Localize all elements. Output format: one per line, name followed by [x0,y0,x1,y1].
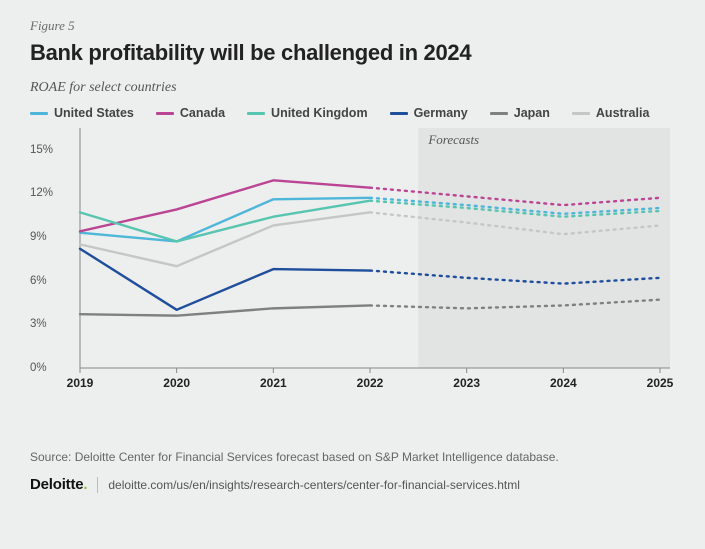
legend-label: Japan [514,106,550,120]
x-axis-tick: 2022 [357,376,384,390]
y-axis-tick: 12% [30,187,53,199]
legend-swatch [247,112,265,115]
legend-swatch [490,112,508,115]
y-axis-tick: 15% [30,144,53,156]
x-axis-tick: 2019 [67,376,94,390]
chart-subtitle: ROAE for select countries [30,80,675,96]
x-axis-tick: 2025 [647,376,674,390]
legend-label: Germany [414,106,468,120]
x-axis-tick: 2021 [260,376,287,390]
y-axis-tick: 3% [30,318,47,330]
x-axis-tick: 2020 [163,376,190,390]
legend-label: United States [54,106,134,120]
legend-swatch [390,112,408,115]
legend-swatch [572,112,590,115]
legend-item: United States [30,106,134,120]
legend-label: United Kingdom [271,106,368,120]
footer-url: deloitte.com/us/en/insights/research-cen… [108,478,520,492]
x-axis-tick: 2024 [550,376,577,390]
legend-item: Australia [572,106,650,120]
line-chart: Forecasts [70,128,670,376]
footer: Deloitte. deloitte.com/us/en/insights/re… [30,476,675,493]
y-axis-tick: 9% [30,231,47,243]
legend-item: Germany [390,106,468,120]
legend-swatch [156,112,174,115]
legend-label: Canada [180,106,225,120]
y-axis-tick: 0% [30,362,47,374]
figure-label: Figure 5 [30,18,675,34]
legend-item: Japan [490,106,550,120]
legend-label: Australia [596,106,650,120]
chart-area: Forecasts 0% 3% 6% 9% 12% 15% 2019 2020 2021 2022… [30,128,690,408]
x-axis-tick: 2023 [453,376,480,390]
brand-logo: Deloitte. [30,476,87,493]
y-axis-tick: 6% [30,275,47,287]
legend-item: United Kingdom [247,106,368,120]
source-text: Source: Deloitte Center for Financial Se… [30,450,675,464]
legend: United States Canada United Kingdom Germany… [30,106,675,120]
legend-item: Canada [156,106,225,120]
legend-swatch [30,112,48,115]
divider [97,477,98,493]
forecast-label: Forecasts [427,132,479,147]
chart-headline: Bank profitability will be challenged in… [30,40,675,66]
